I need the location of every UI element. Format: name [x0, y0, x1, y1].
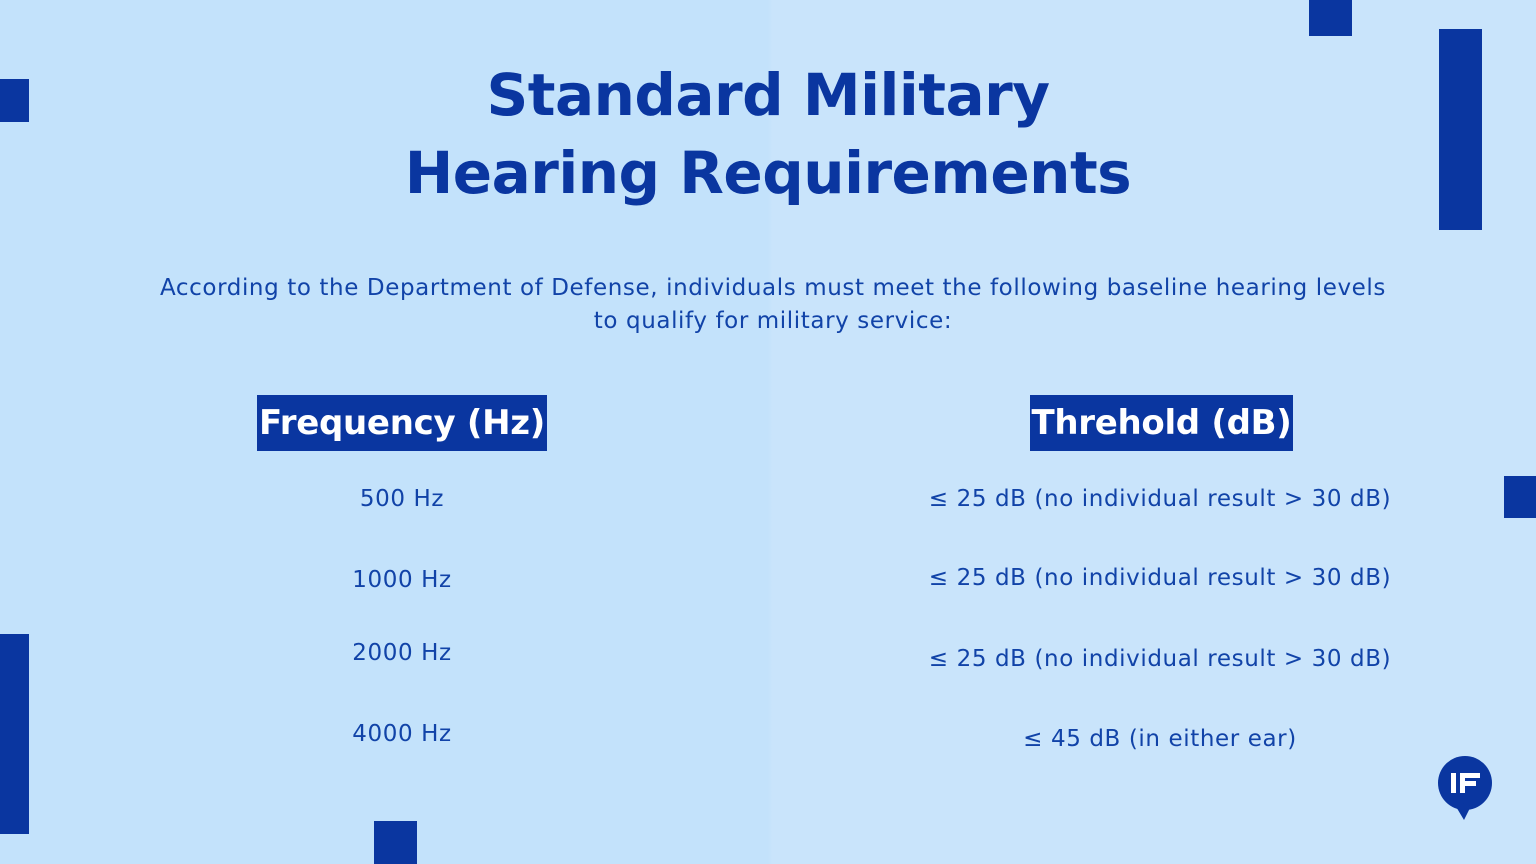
frequency-column-header: Frequency (Hz): [257, 395, 547, 451]
decor-square-bottom-center: [374, 821, 417, 864]
decor-square-right: [1504, 476, 1536, 518]
decor-bar-bottom-left: [0, 634, 29, 834]
page-title: Standard Military Hearing Requirements: [0, 56, 1536, 212]
frequency-cell-1000: 1000 Hz: [352, 567, 452, 593]
threshold-cell-1000: ≤ 25 dB (no individual result > 30 dB): [928, 565, 1392, 591]
decor-square-top-right: [1309, 0, 1352, 36]
threshold-cell-4000: ≤ 45 dB (in either ear): [1023, 726, 1297, 752]
frequency-cell-500: 500 Hz: [359, 486, 445, 512]
frequency-cell-2000: 2000 Hz: [352, 640, 452, 666]
speech-bubble-logo-icon: [1438, 756, 1494, 820]
threshold-cell-500: ≤ 25 dB (no individual result > 30 dB): [928, 486, 1392, 512]
decor-square-top-left: [0, 79, 29, 122]
page-title-line-2: Hearing Requirements: [404, 139, 1132, 207]
decor-bar-top-right: [1439, 29, 1482, 230]
threshold-cell-2000: ≤ 25 dB (no individual result > 30 dB): [928, 646, 1392, 672]
intro-paragraph: According to the Department of Defense, …: [160, 275, 1386, 334]
frequency-cell-4000: 4000 Hz: [352, 721, 452, 747]
threshold-column-header: Threhold (dB): [1030, 395, 1293, 451]
page-title-line-1: Standard Military: [486, 61, 1050, 129]
